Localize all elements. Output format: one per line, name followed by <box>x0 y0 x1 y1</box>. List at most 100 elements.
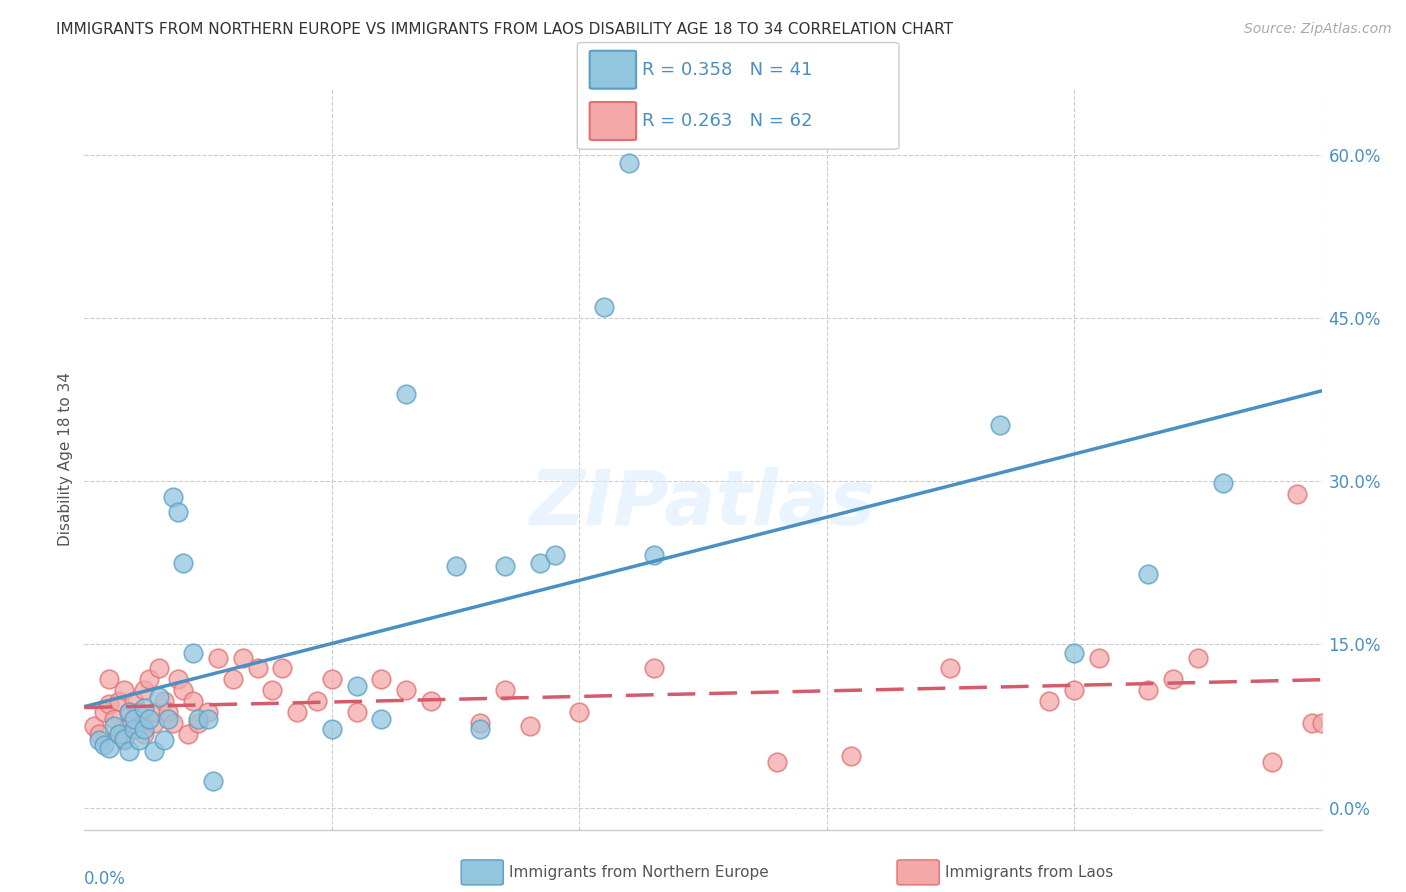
FancyBboxPatch shape <box>578 43 898 149</box>
Point <box>132 723 155 737</box>
Point <box>103 719 125 733</box>
Point <box>98 740 121 755</box>
Point <box>766 755 789 769</box>
Point <box>132 700 155 714</box>
Point <box>395 387 418 401</box>
Point <box>346 679 368 693</box>
Y-axis label: Disability Age 18 to 34: Disability Age 18 to 34 <box>58 372 73 547</box>
Point <box>271 661 294 675</box>
Point <box>207 650 229 665</box>
Point <box>1038 694 1060 708</box>
Point <box>470 715 492 730</box>
Point <box>519 719 541 733</box>
Point <box>148 690 170 704</box>
Point <box>118 705 141 719</box>
Point <box>370 673 392 687</box>
Text: Immigrants from Laos: Immigrants from Laos <box>945 865 1114 880</box>
Point <box>1310 715 1333 730</box>
Point <box>89 727 111 741</box>
Point <box>494 559 516 574</box>
Point <box>108 694 131 708</box>
Point <box>98 673 121 687</box>
Point <box>128 733 150 747</box>
Point <box>321 673 343 687</box>
Point <box>108 727 131 741</box>
Point <box>157 705 180 719</box>
Point <box>138 712 160 726</box>
Point <box>1301 715 1323 730</box>
Point <box>568 705 591 719</box>
Point <box>167 505 190 519</box>
Point <box>128 719 150 733</box>
Point <box>370 712 392 726</box>
Point <box>470 723 492 737</box>
Point <box>1063 646 1085 660</box>
FancyBboxPatch shape <box>589 51 636 88</box>
Point <box>89 733 111 747</box>
Point <box>593 300 616 314</box>
Point <box>172 556 194 570</box>
Text: IMMIGRANTS FROM NORTHERN EUROPE VS IMMIGRANTS FROM LAOS DISABILITY AGE 18 TO 34 : IMMIGRANTS FROM NORTHERN EUROPE VS IMMIG… <box>56 22 953 37</box>
Text: R = 0.358   N = 41: R = 0.358 N = 41 <box>643 61 813 78</box>
Point <box>122 712 145 726</box>
Point <box>321 723 343 737</box>
Point <box>128 705 150 719</box>
Point <box>181 694 204 708</box>
Point <box>122 694 145 708</box>
Point <box>148 661 170 675</box>
Point <box>103 712 125 726</box>
Point <box>643 661 665 675</box>
Point <box>132 683 155 698</box>
Text: R = 0.263   N = 62: R = 0.263 N = 62 <box>643 112 813 130</box>
Point <box>83 719 105 733</box>
Point <box>1161 673 1184 687</box>
Point <box>222 673 245 687</box>
Point <box>543 548 565 562</box>
Point <box>305 694 328 708</box>
Text: Immigrants from Northern Europe: Immigrants from Northern Europe <box>509 865 769 880</box>
Point <box>132 727 155 741</box>
Point <box>112 733 135 747</box>
Point <box>187 712 209 726</box>
Point <box>108 727 131 741</box>
Text: ZIPatlas: ZIPatlas <box>530 467 876 541</box>
Point <box>118 719 141 733</box>
FancyBboxPatch shape <box>589 102 636 140</box>
Point <box>841 748 863 763</box>
Point <box>197 712 219 726</box>
Point <box>1137 566 1160 581</box>
Point <box>138 673 160 687</box>
Point <box>529 556 551 570</box>
Point <box>98 698 121 712</box>
Point <box>1063 683 1085 698</box>
Point <box>187 715 209 730</box>
Point <box>197 705 219 719</box>
Point <box>494 683 516 698</box>
Point <box>118 744 141 758</box>
Point <box>122 723 145 737</box>
Point <box>167 673 190 687</box>
Point <box>395 683 418 698</box>
Point <box>112 683 135 698</box>
Point <box>246 661 269 675</box>
Point <box>617 156 640 170</box>
Point <box>419 694 441 708</box>
Point <box>988 417 1011 432</box>
Point <box>162 715 184 730</box>
Point <box>1088 650 1111 665</box>
Point <box>142 705 165 719</box>
Point <box>181 646 204 660</box>
Text: Source: ZipAtlas.com: Source: ZipAtlas.com <box>1244 22 1392 37</box>
Point <box>232 650 254 665</box>
Point <box>93 705 115 719</box>
Point <box>142 715 165 730</box>
Point <box>643 548 665 562</box>
Point <box>157 712 180 726</box>
Point <box>122 723 145 737</box>
Point <box>444 559 467 574</box>
Point <box>939 661 962 675</box>
Point <box>152 694 174 708</box>
Point <box>1137 683 1160 698</box>
Point <box>1285 487 1308 501</box>
Point <box>262 683 284 698</box>
